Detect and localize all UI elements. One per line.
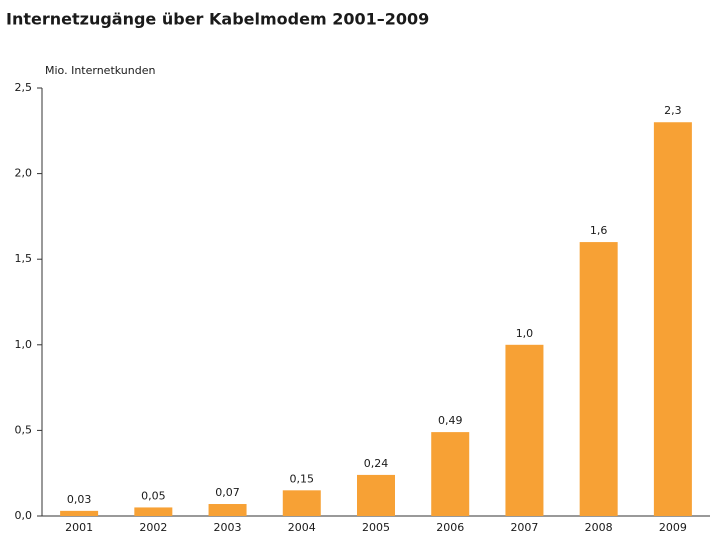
y-tick-label: 0,5 — [15, 423, 33, 436]
value-label: 0,24 — [364, 457, 389, 470]
value-label: 0,07 — [215, 486, 240, 499]
x-tick-label: 2002 — [139, 521, 167, 534]
x-tick-label: 2006 — [436, 521, 464, 534]
bar — [134, 507, 173, 516]
x-tick-label: 2008 — [585, 521, 613, 534]
y-tick-label: 0,0 — [15, 509, 33, 522]
y-axis-label: Mio. Internetkunden — [45, 64, 155, 77]
bar — [208, 504, 247, 516]
bar — [282, 490, 321, 516]
value-label: 0,15 — [290, 472, 315, 485]
x-tick-label: 2003 — [214, 521, 242, 534]
bar — [357, 474, 395, 516]
value-label: 2,3 — [664, 104, 682, 117]
bar — [653, 122, 692, 517]
x-tick-label: 2009 — [659, 521, 687, 534]
y-tick-label: 1,5 — [15, 252, 33, 265]
x-tick-label: 2005 — [362, 521, 390, 534]
x-tick-label: 2007 — [510, 521, 538, 534]
bar — [60, 510, 99, 516]
x-tick-label: 2001 — [65, 521, 93, 534]
value-label: 0,03 — [67, 493, 92, 506]
value-label: 1,6 — [590, 224, 608, 237]
y-tick-label: 2,0 — [15, 167, 33, 180]
bar — [431, 432, 470, 516]
value-label: 0,05 — [141, 489, 166, 502]
x-tick-label: 2004 — [288, 521, 316, 534]
value-label: 1,0 — [516, 327, 534, 340]
bar — [505, 344, 544, 516]
y-tick-label: 2,5 — [15, 81, 33, 94]
value-label: 0,49 — [438, 414, 463, 427]
y-tick-label: 1,0 — [15, 338, 33, 351]
chart-title: Internetzugänge über Kabelmodem 2001–200… — [6, 10, 429, 29]
bar — [579, 242, 618, 516]
